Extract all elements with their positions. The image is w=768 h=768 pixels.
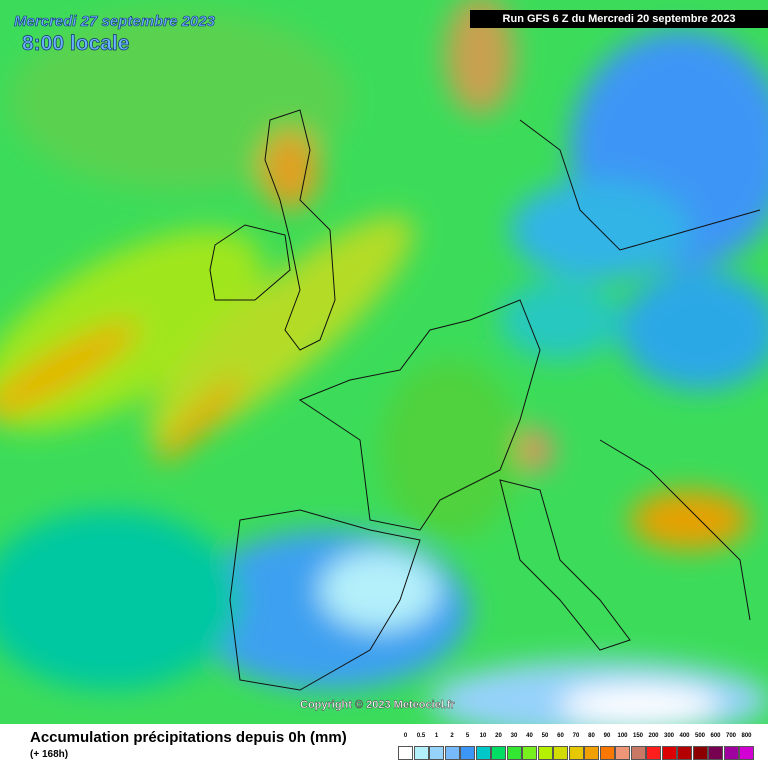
legend-label: 300 xyxy=(663,733,674,739)
legend-swatch xyxy=(491,746,506,760)
copyright: Copyright © 2023 Meteociel.fr xyxy=(300,699,455,711)
legend-label: 600 xyxy=(710,733,721,739)
legend-label: 60 xyxy=(557,733,564,739)
legend-swatch xyxy=(615,746,630,760)
legend-label: 150 xyxy=(632,733,643,739)
legend-label: 800 xyxy=(741,733,752,739)
legend-swatch xyxy=(398,746,413,760)
map-date: Mercredi 27 septembre 2023 xyxy=(14,13,216,31)
legend-label: 500 xyxy=(694,733,705,739)
legend-label: 70 xyxy=(572,733,580,739)
legend-swatch xyxy=(522,746,537,760)
legend-swatch xyxy=(723,746,739,760)
legend-swatch xyxy=(661,746,677,760)
legend-swatch xyxy=(537,746,553,760)
legend-swatch xyxy=(444,746,460,760)
legend-label: 100 xyxy=(617,733,628,739)
legend-swatch xyxy=(506,746,522,760)
precipitation-map xyxy=(0,0,768,724)
legend-swatch xyxy=(413,746,429,760)
legend-swatch xyxy=(677,746,692,760)
run-info: Run GFS 6 Z du Mercredi 20 septembre 202… xyxy=(470,10,768,28)
legend-label: 80 xyxy=(588,733,595,739)
legend-swatch xyxy=(692,746,708,760)
legend-swatch xyxy=(646,746,661,760)
legend-swatch xyxy=(429,746,444,760)
map-time: 8:00 locale xyxy=(22,32,130,56)
legend-label: 400 xyxy=(679,733,690,739)
legend-swatch xyxy=(739,746,754,760)
legend-label: 0.5 xyxy=(416,733,426,739)
legend-label: 2 xyxy=(450,733,454,739)
legend-swatch xyxy=(630,746,646,760)
legend-swatch xyxy=(553,746,568,760)
legend-label: 0 xyxy=(403,733,408,739)
legend-swatch xyxy=(584,746,599,760)
legend-label: 10 xyxy=(479,733,487,739)
legend-label: 200 xyxy=(648,733,659,739)
legend-label: 40 xyxy=(526,733,533,739)
legend-label: 700 xyxy=(725,733,736,739)
legend-label: 90 xyxy=(603,733,611,739)
legend-swatch xyxy=(568,746,584,760)
legend-label: 1 xyxy=(434,733,439,739)
legend-label: 5 xyxy=(465,733,470,739)
legend-label: 50 xyxy=(541,733,549,739)
footer-subtitle: (+ 168h) xyxy=(30,749,69,760)
footer-title: Accumulation précipitations depuis 0h (m… xyxy=(30,729,347,746)
legend-swatch xyxy=(599,746,615,760)
legend-label: 20 xyxy=(495,733,502,739)
legend-swatch xyxy=(460,746,475,760)
legend-label: 30 xyxy=(510,733,518,739)
legend-swatch xyxy=(475,746,491,760)
legend-swatch xyxy=(708,746,723,760)
